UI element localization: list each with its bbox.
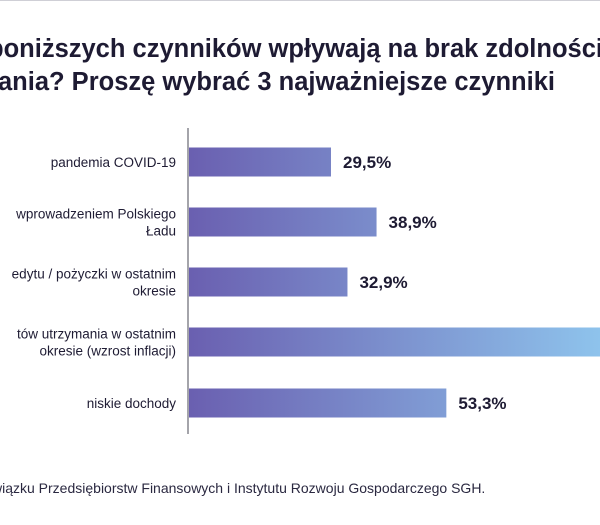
- category-label-3-line-1: edytu / pożyczki w ostatnim: [12, 267, 176, 282]
- bar-3: [189, 267, 348, 297]
- category-label-1: pandemia COVID-19: [51, 155, 176, 170]
- source-note: wiązku Przedsiębiorstw Finansowych i Ins…: [0, 480, 486, 496]
- value-label-5: 53,3%: [458, 394, 506, 413]
- bar-4: [189, 327, 600, 357]
- category-label-3-line-2: okresie: [132, 284, 176, 299]
- chart-title: poniższych czynników wpływają na brak zd…: [0, 33, 600, 99]
- category-label-5: niskie dochody: [87, 396, 177, 411]
- category-label-4-line-1: tów utrzymania w ostatnim: [17, 327, 176, 342]
- chart-title-line-2: ania? Proszę wybrać 3 najważniejsze czyn…: [0, 68, 555, 96]
- top-divider: [0, 0, 600, 1]
- value-label-2: 38,9%: [389, 213, 437, 232]
- bar-5: [189, 388, 447, 418]
- chart-title-line-1: poniższych czynników wpływają na brak zd…: [0, 35, 600, 63]
- category-label-2-line-2: Ładu: [146, 224, 176, 239]
- value-label-3: 32,9%: [359, 273, 407, 292]
- category-label-2-line-1: wprowadzeniem Polskiego: [15, 207, 176, 222]
- category-label-4-line-2: okresie (wzrost inflacji): [39, 344, 176, 359]
- bar-1: [189, 147, 331, 177]
- value-label-1: 29,5%: [343, 153, 391, 172]
- bar-2: [189, 207, 377, 237]
